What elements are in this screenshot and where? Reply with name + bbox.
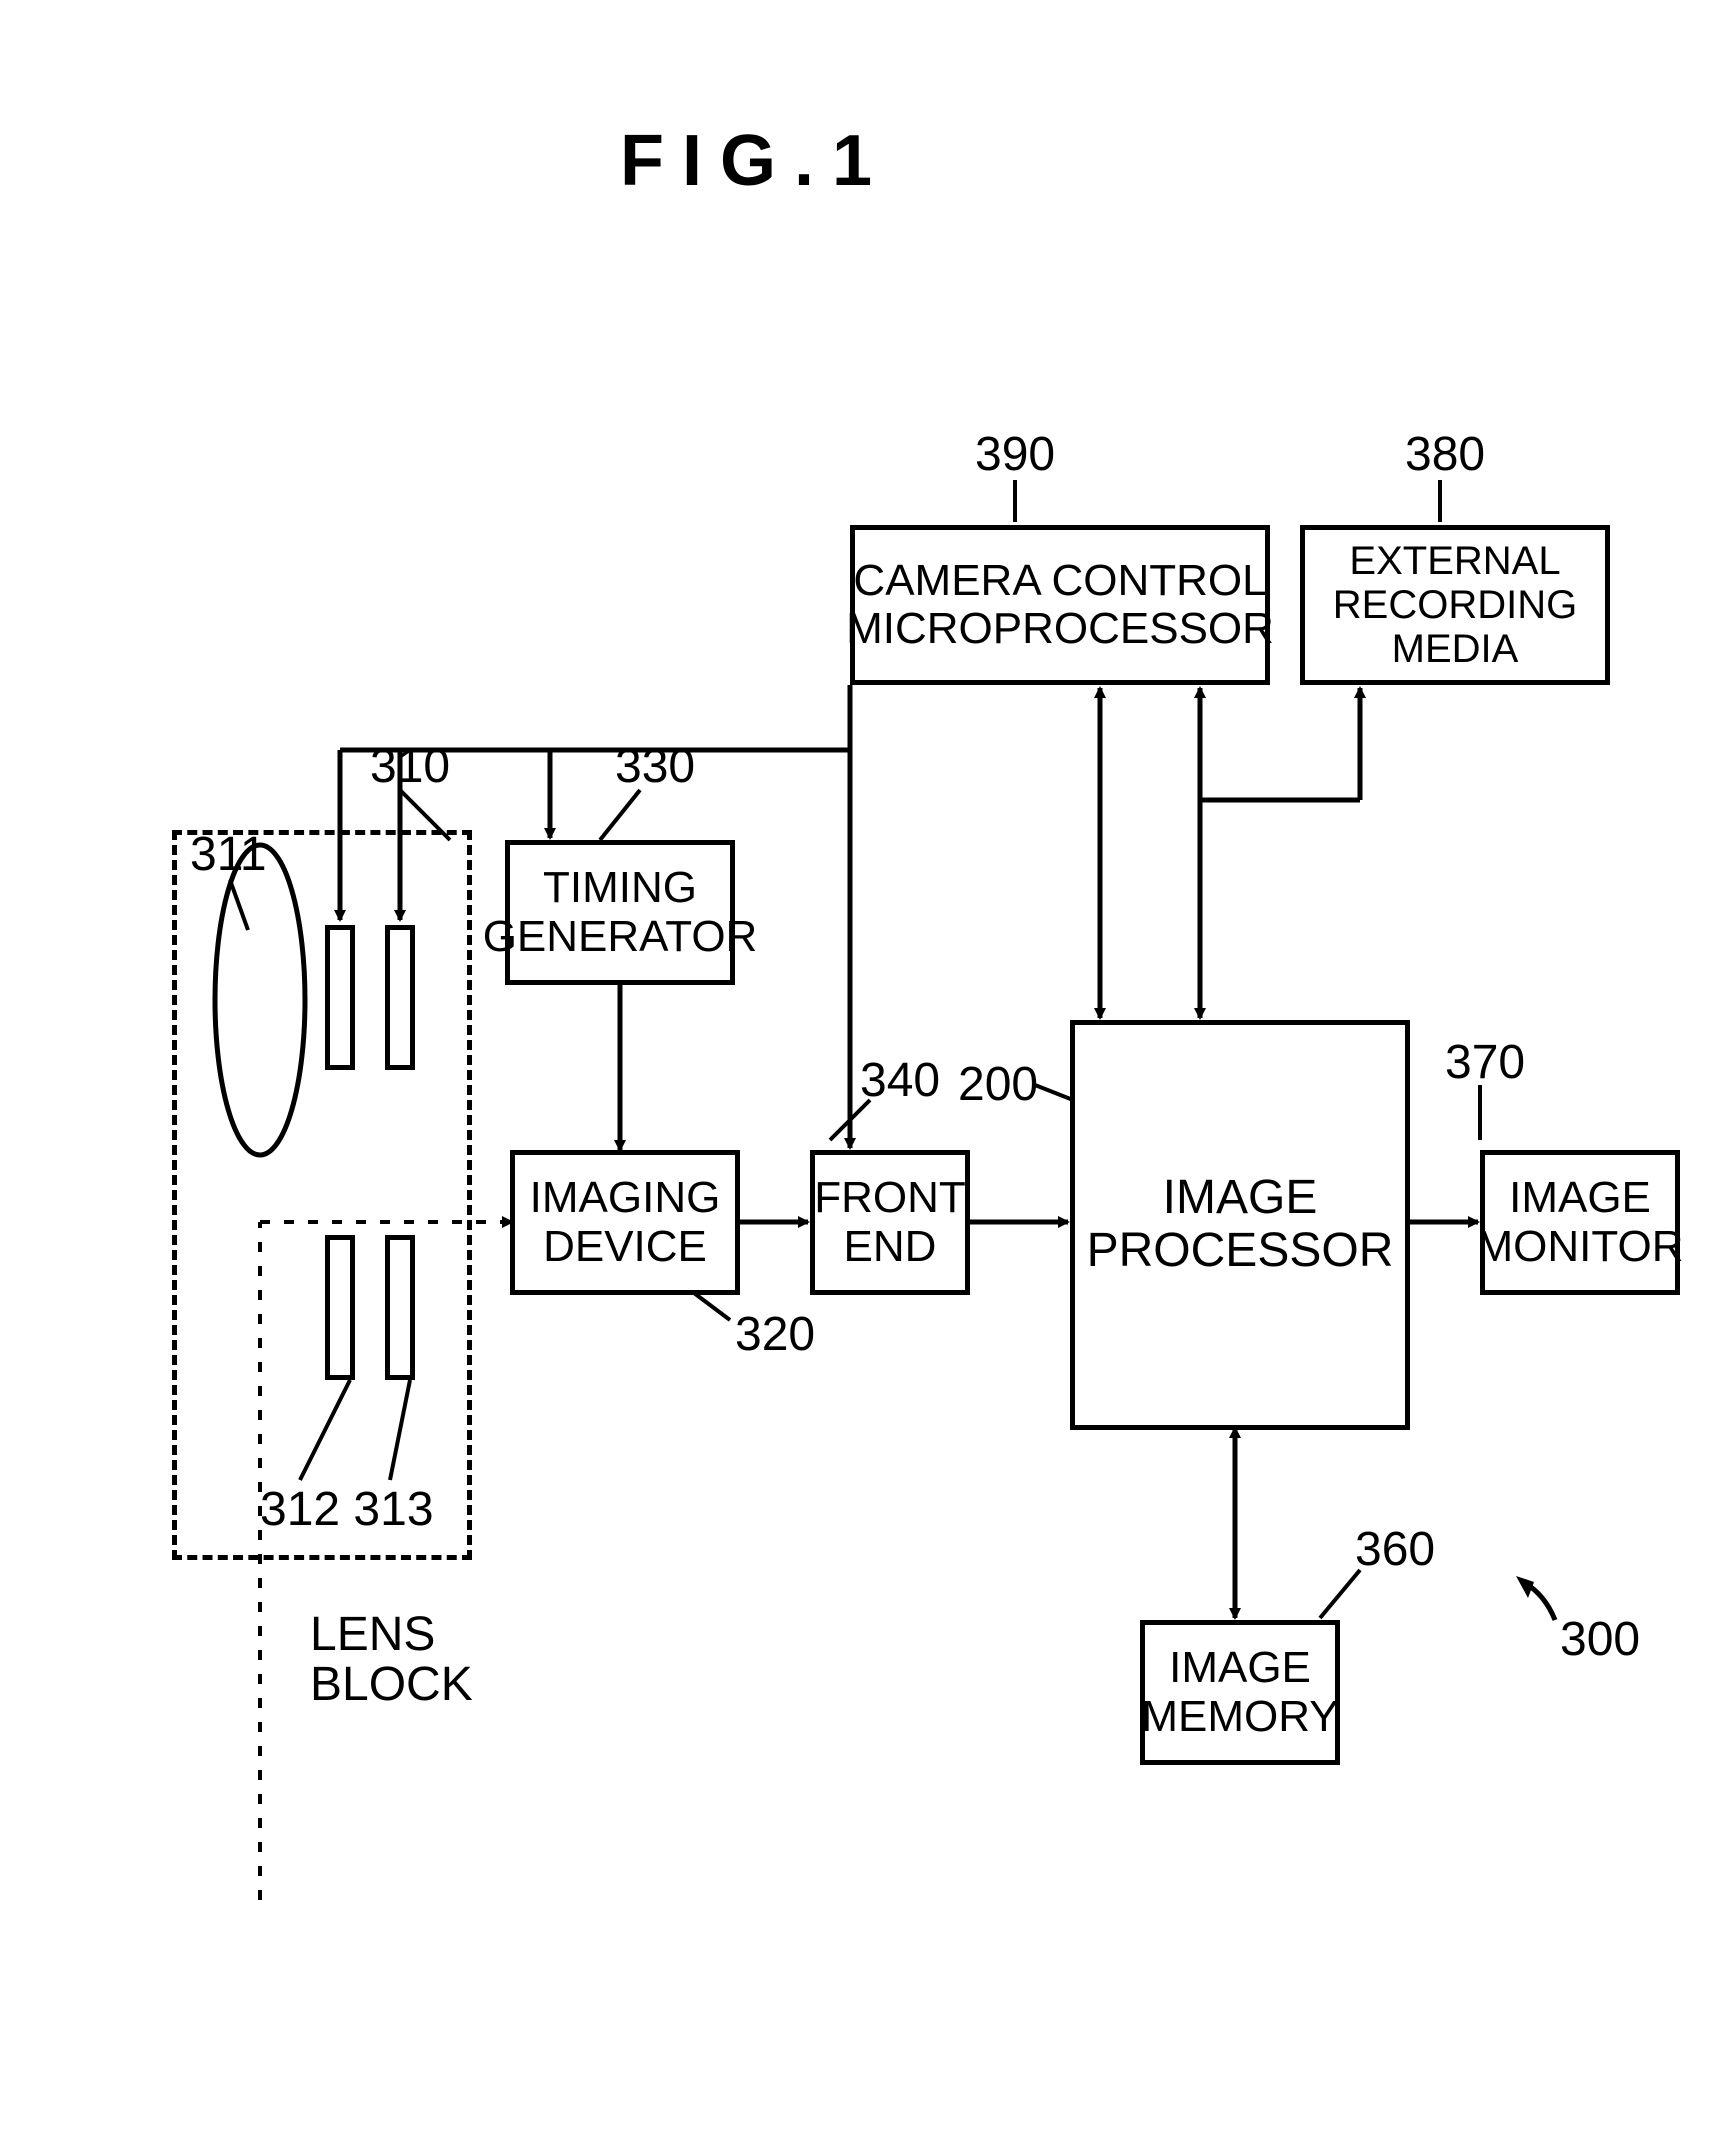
ref-340: 340 <box>860 1056 940 1106</box>
ref-380: 380 <box>1405 430 1485 480</box>
ref-360: 360 <box>1355 1525 1435 1575</box>
external-recording-label: EXTERNALRECORDINGMEDIA <box>1333 539 1577 671</box>
lens-aperture-top-left <box>325 925 355 1070</box>
lens-block-container <box>172 830 472 1560</box>
ref-300-system: 300 <box>1560 1615 1640 1665</box>
ref-330: 330 <box>615 742 695 792</box>
lens-aperture-bottom-left <box>325 1235 355 1380</box>
ref-200: 200 <box>958 1060 1038 1110</box>
figure-title: FIG.1 <box>620 120 890 202</box>
ref-320: 320 <box>735 1310 815 1360</box>
ref-310: 310 <box>370 742 450 792</box>
image-processor-label: IMAGEPROCESSOR <box>1087 1172 1394 1278</box>
front-end-label: FRONTEND <box>814 1174 966 1271</box>
image-monitor-box: IMAGEMONITOR <box>1480 1150 1680 1295</box>
lens-block-label: LENSBLOCK <box>310 1610 473 1711</box>
imaging-device-label: IMAGINGDEVICE <box>530 1174 721 1271</box>
camera-control-box: CAMERA CONTROLMICROPROCESSOR <box>850 525 1270 685</box>
image-monitor-label: IMAGEMONITOR <box>1477 1174 1684 1271</box>
lens-aperture-top-right <box>385 925 415 1070</box>
ref-390: 390 <box>975 430 1055 480</box>
ref-370: 370 <box>1445 1038 1525 1088</box>
imaging-device-box: IMAGINGDEVICE <box>510 1150 740 1295</box>
diagram-page: FIG.1 <box>0 0 1721 2149</box>
timing-generator-box: TIMINGGENERATOR <box>505 840 735 985</box>
image-processor-box: IMAGEPROCESSOR <box>1070 1020 1410 1430</box>
image-memory-label: IMAGEMEMORY <box>1141 1644 1338 1741</box>
camera-control-label: CAMERA CONTROLMICROPROCESSOR <box>846 557 1274 654</box>
external-recording-box: EXTERNALRECORDINGMEDIA <box>1300 525 1610 685</box>
timing-generator-label: TIMINGGENERATOR <box>483 864 758 961</box>
lens-aperture-bottom-right <box>385 1235 415 1380</box>
ref-312-313: 312 313 <box>260 1485 434 1535</box>
ref-311: 311 <box>190 830 267 880</box>
image-memory-box: IMAGEMEMORY <box>1140 1620 1340 1765</box>
front-end-box: FRONTEND <box>810 1150 970 1295</box>
